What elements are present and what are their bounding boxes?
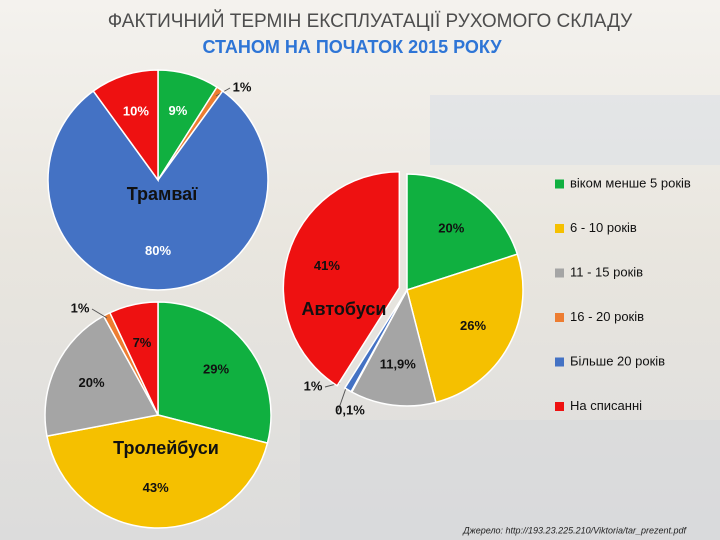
chart-title: Тролейбуси: [113, 438, 219, 458]
data-label: 26%: [460, 318, 486, 333]
source: Джерело: http://193.23.225.210/Viktoria/…: [462, 525, 687, 535]
pie-slice: [157, 301, 272, 445]
chart-title: Автобуси: [302, 299, 387, 319]
pie-slice: [282, 171, 401, 387]
legend-swatch: [555, 357, 564, 367]
legend-swatch: [555, 224, 564, 233]
pie-slice: [92, 69, 159, 183]
data-label: 20%: [438, 220, 464, 235]
legend-swatch: [555, 402, 564, 411]
slide-subtitle: СТАНОМ НА ПОЧАТОК 2015 РОКУ: [202, 37, 502, 57]
legend-swatch: [555, 268, 564, 278]
data-label: 29%: [203, 361, 229, 376]
data-label: 20%: [79, 375, 105, 390]
legend-swatch: [555, 313, 564, 322]
legend-swatch: [555, 179, 564, 189]
legend-label: 11 - 15 років: [570, 264, 643, 279]
data-label: 80%: [145, 243, 171, 258]
slide-title: ФАКТИЧНИЙ ТЕРМІН ЕКСПЛУАТАЦІЇ РУХОМОГО С…: [108, 10, 633, 32]
leader-line: [337, 387, 347, 412]
data-label: 7%: [133, 335, 152, 350]
pie-slice: [108, 301, 159, 416]
pie-slice: [46, 414, 269, 529]
data-label: 10%: [123, 103, 149, 118]
pie-slice: [343, 289, 408, 393]
pie-slice: [406, 253, 524, 404]
data-label: 9%: [169, 103, 188, 118]
legend-label: віком менше 5 років: [570, 175, 691, 190]
pie-slice: [350, 287, 437, 407]
data-label: 11,9%: [380, 356, 417, 371]
data-label: 1%: [71, 300, 90, 315]
data-label: 43%: [143, 480, 169, 495]
legend-label: 16 - 20 років: [570, 309, 644, 324]
leader-line: [91, 308, 108, 319]
legend-label: Більше 20 років: [570, 353, 665, 368]
pie-slice: [406, 173, 519, 292]
pie-slice: [44, 314, 160, 438]
data-label: 0,1%: [335, 402, 365, 417]
background-shape: [430, 95, 720, 165]
legend-label: 6 - 10 років: [570, 220, 637, 235]
background-shape: [300, 420, 720, 540]
chart-title: Трамваї: [127, 184, 198, 204]
data-label: 41%: [314, 258, 340, 273]
data-label: 1%: [233, 79, 252, 94]
legend-label: На списанні: [570, 398, 642, 413]
data-label: 1%: [304, 378, 323, 393]
pie-slice: [47, 89, 269, 291]
